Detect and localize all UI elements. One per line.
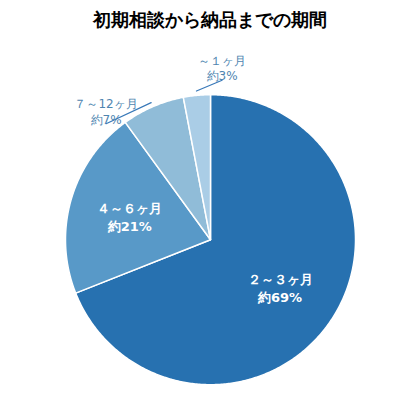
svg-text:２～３ヶ月約69%: ２～３ヶ月約69% (248, 272, 313, 305)
svg-text:～１ヶ月約3%: ～１ヶ月約3% (198, 54, 246, 84)
svg-text:４～６ヶ月約21%: ４～６ヶ月約21% (97, 201, 162, 234)
html-text:初期相談から納品までの期間: 初期相談から納品までの期間 (93, 9, 327, 30)
svg-text:７～12ヶ月約7%: ７～12ヶ月約7% (74, 97, 137, 127)
